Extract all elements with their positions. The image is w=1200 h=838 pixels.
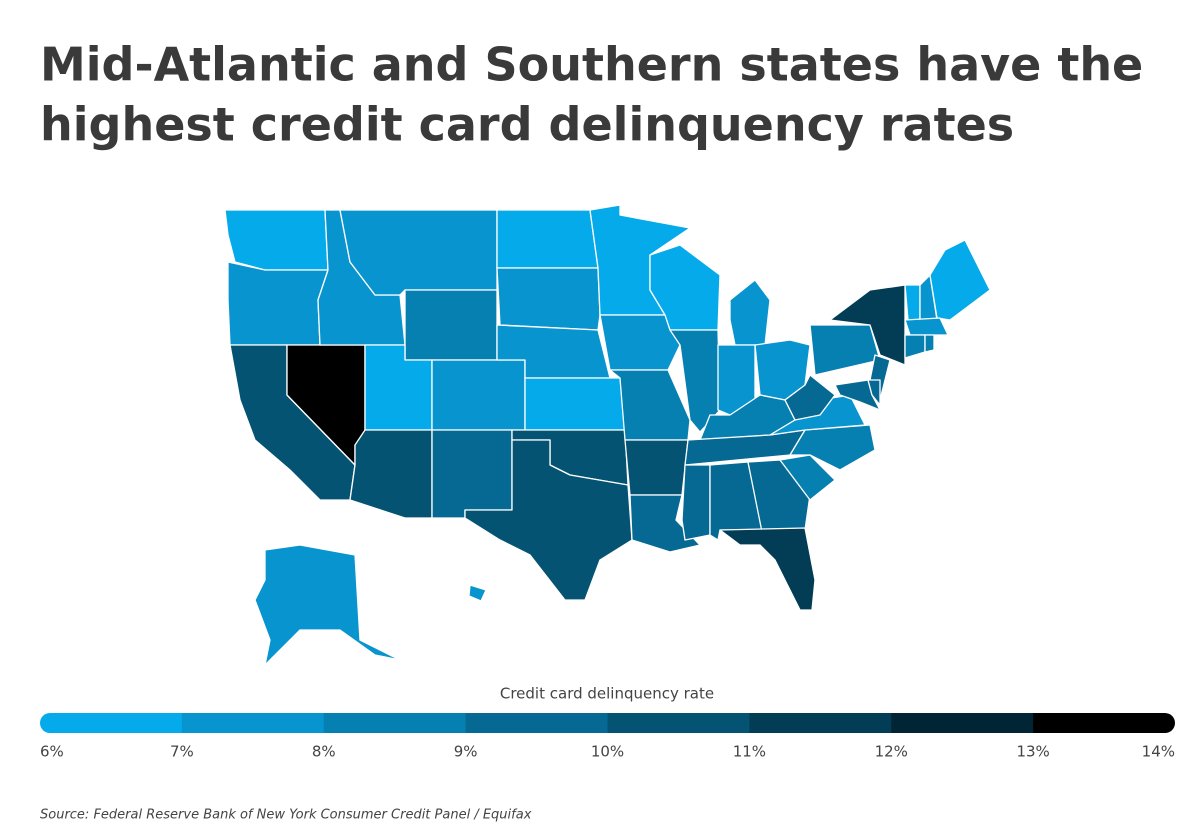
state [254, 544, 401, 666]
source: Source: Federal Reserve Bank of New York… [40, 808, 532, 823]
legend-swatch [749, 713, 892, 733]
state [349, 429, 433, 519]
title-line: Mid-Atlantic and Southern states have th… [40, 38, 1143, 92]
state [431, 429, 513, 519]
legend-tick-label: 9% [454, 743, 478, 761]
legend-swatch [891, 713, 1034, 733]
state [867, 379, 881, 406]
title-line: highest credit card delinquency rates [40, 98, 1014, 152]
state [464, 439, 633, 601]
state [904, 317, 949, 336]
state [468, 584, 487, 602]
legend-tick-label: 13% [1016, 743, 1049, 761]
state [599, 314, 681, 371]
legend-swatch [607, 713, 750, 733]
state [404, 289, 498, 361]
state [524, 377, 626, 431]
legend-swatch [181, 713, 325, 733]
state [904, 284, 921, 321]
legend-swatch [465, 713, 608, 733]
legend-tick-label: 8% [312, 743, 336, 761]
state [719, 527, 816, 611]
state [904, 334, 926, 359]
state [681, 464, 711, 541]
legend-tick-label: 10% [591, 743, 624, 761]
state [224, 209, 329, 271]
map [224, 204, 991, 666]
state [431, 359, 526, 431]
state [924, 334, 935, 353]
state [784, 374, 836, 421]
state [779, 454, 836, 501]
state [669, 329, 721, 433]
state [227, 261, 329, 346]
state [624, 439, 689, 496]
state [496, 209, 599, 269]
state [496, 267, 601, 331]
legend-bar [40, 713, 1175, 733]
state [629, 494, 701, 553]
legend-swatch [40, 713, 183, 733]
legend-tick-label: 14% [1142, 743, 1175, 761]
legend: 6% 7% 8% 9% 10% 11% 12% 13% 14% [40, 713, 1175, 761]
state [809, 324, 881, 376]
legend-tick-label: 7% [170, 743, 194, 761]
legend-swatch [1033, 713, 1175, 733]
legend-tick-label: 6% [40, 743, 64, 761]
legend-tick-label: 11% [733, 743, 766, 761]
state [929, 239, 991, 321]
legend-swatch [323, 713, 467, 733]
legend-title: Credit card delinquency rate [500, 685, 714, 703]
state [729, 279, 771, 346]
legend-tick-label: 12% [875, 743, 908, 761]
